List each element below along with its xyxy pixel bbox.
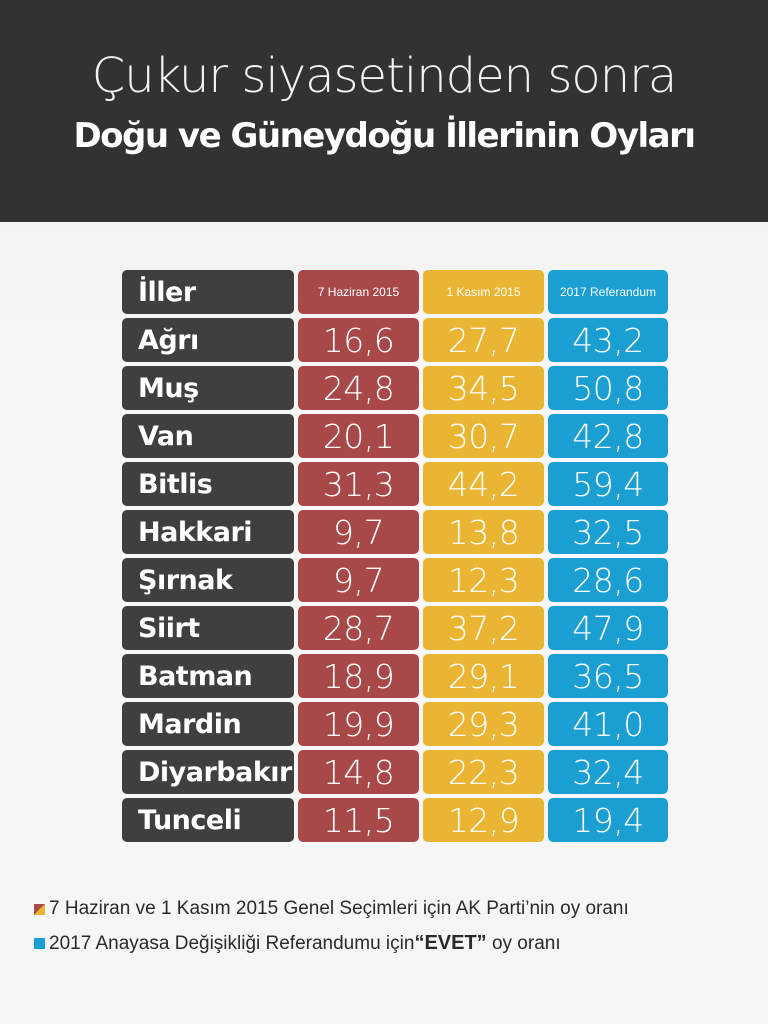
value-november-2015: 30,7 xyxy=(423,414,544,458)
province-name: Ağrı xyxy=(122,318,294,362)
value-june-2015: 24,8 xyxy=(298,366,419,410)
value-november-2015: 29,1 xyxy=(423,654,544,698)
table-row: Mardin 19,9 29,3 41,0 xyxy=(122,702,668,750)
value-june-2015: 18,9 xyxy=(298,654,419,698)
province-name: Bitlis xyxy=(122,462,294,506)
value-november-2015: 44,2 xyxy=(423,462,544,506)
value-june-2015: 16,6 xyxy=(298,318,419,362)
value-june-2015: 9,7 xyxy=(298,510,419,554)
page-title: Çukur siyasetinden sonra xyxy=(91,48,678,104)
table-row: Muş 24,8 34,5 50,8 xyxy=(122,366,668,414)
province-name: Mardin xyxy=(122,702,294,746)
table-row: Diyarbakır 14,8 22,3 32,4 xyxy=(122,750,668,798)
legend-swatch-red-yellow xyxy=(34,903,45,915)
value-referendum-2017: 42,8 xyxy=(548,414,668,458)
value-referendum-2017: 41,0 xyxy=(548,702,668,746)
value-referendum-2017: 28,6 xyxy=(548,558,668,602)
value-referendum-2017: 59,4 xyxy=(548,462,668,506)
legend-text-ak-parti: 7 Haziran ve 1 Kasım 2015 Genel Seçimler… xyxy=(49,898,629,919)
table-row: Siirt 28,7 37,2 47,9 xyxy=(122,606,668,654)
table-row: Hakkari 9,7 13,8 32,5 xyxy=(122,510,668,558)
value-june-2015: 31,3 xyxy=(298,462,419,506)
value-november-2015: 12,3 xyxy=(423,558,544,602)
value-referendum-2017: 47,9 xyxy=(548,606,668,650)
table-row: Şırnak 9,7 12,3 28,6 xyxy=(122,558,668,606)
page-subtitle: Doğu ve Güneydoğu İllerinin Oyları xyxy=(73,116,696,156)
province-name: Muş xyxy=(122,366,294,410)
value-referendum-2017: 43,2 xyxy=(548,318,668,362)
value-november-2015: 13,8 xyxy=(423,510,544,554)
value-november-2015: 22,3 xyxy=(423,750,544,794)
province-name: Batman xyxy=(122,654,294,698)
value-november-2015: 27,7 xyxy=(423,318,544,362)
legend-item-referendum: 2017 Anayasa Değişikliği Referandumu içi… xyxy=(34,932,754,955)
value-june-2015: 14,8 xyxy=(298,750,419,794)
table-body: Ağrı 16,6 27,7 43,2 Muş 24,8 34,5 50,8 Van 20,1 30… xyxy=(122,318,668,846)
province-name: Van xyxy=(122,414,294,458)
province-name: Hakkari xyxy=(122,510,294,554)
table-header-row: İller 7 Haziran 2015 1 Kasım 2015 2017 R… xyxy=(122,270,668,318)
column-header-provinces: İller xyxy=(122,270,294,314)
legend-item-ak-parti: 7 Haziran ve 1 Kasım 2015 Genel Seçimler… xyxy=(34,898,754,920)
table-row: Tunceli 11,5 12,9 19,4 xyxy=(122,798,668,846)
province-name: Siirt xyxy=(122,606,294,650)
column-header-november-2015: 1 Kasım 2015 xyxy=(423,270,544,314)
province-name: Tunceli xyxy=(122,798,294,842)
value-june-2015: 28,7 xyxy=(298,606,419,650)
legend-text-referendum-before: 2017 Anayasa Değişikliği Referandumu içi… xyxy=(49,932,415,954)
province-name: Diyarbakır xyxy=(122,750,294,794)
value-june-2015: 9,7 xyxy=(298,558,419,602)
table-row: Bitlis 31,3 44,2 59,4 xyxy=(122,462,668,510)
value-june-2015: 19,9 xyxy=(298,702,419,746)
table-row: Ağrı 16,6 27,7 43,2 xyxy=(122,318,668,366)
value-november-2015: 29,3 xyxy=(423,702,544,746)
legend-swatch-blue xyxy=(34,938,45,949)
value-june-2015: 11,5 xyxy=(298,798,419,842)
value-june-2015: 20,1 xyxy=(298,414,419,458)
value-november-2015: 12,9 xyxy=(423,798,544,842)
value-referendum-2017: 50,8 xyxy=(548,366,668,410)
value-referendum-2017: 19,4 xyxy=(548,798,668,842)
value-referendum-2017: 36,5 xyxy=(548,654,668,698)
column-header-referendum-2017: 2017 Referandum xyxy=(548,270,668,314)
legend-text-evet: “EVET” xyxy=(414,932,487,954)
value-referendum-2017: 32,4 xyxy=(548,750,668,794)
province-name: Şırnak xyxy=(122,558,294,602)
value-referendum-2017: 32,5 xyxy=(548,510,668,554)
column-header-june-2015: 7 Haziran 2015 xyxy=(298,270,419,314)
table-row: Batman 18,9 29,1 36,5 xyxy=(122,654,668,702)
legend-text-referendum-after: oy oranı xyxy=(486,932,561,954)
table-row: Van 20,1 30,7 42,8 xyxy=(122,414,668,462)
vote-table: İller 7 Haziran 2015 1 Kasım 2015 2017 R… xyxy=(122,270,668,846)
value-november-2015: 37,2 xyxy=(423,606,544,650)
value-november-2015: 34,5 xyxy=(423,366,544,410)
header-banner: Çukur siyasetinden sonra Doğu ve Güneydo… xyxy=(0,0,768,222)
